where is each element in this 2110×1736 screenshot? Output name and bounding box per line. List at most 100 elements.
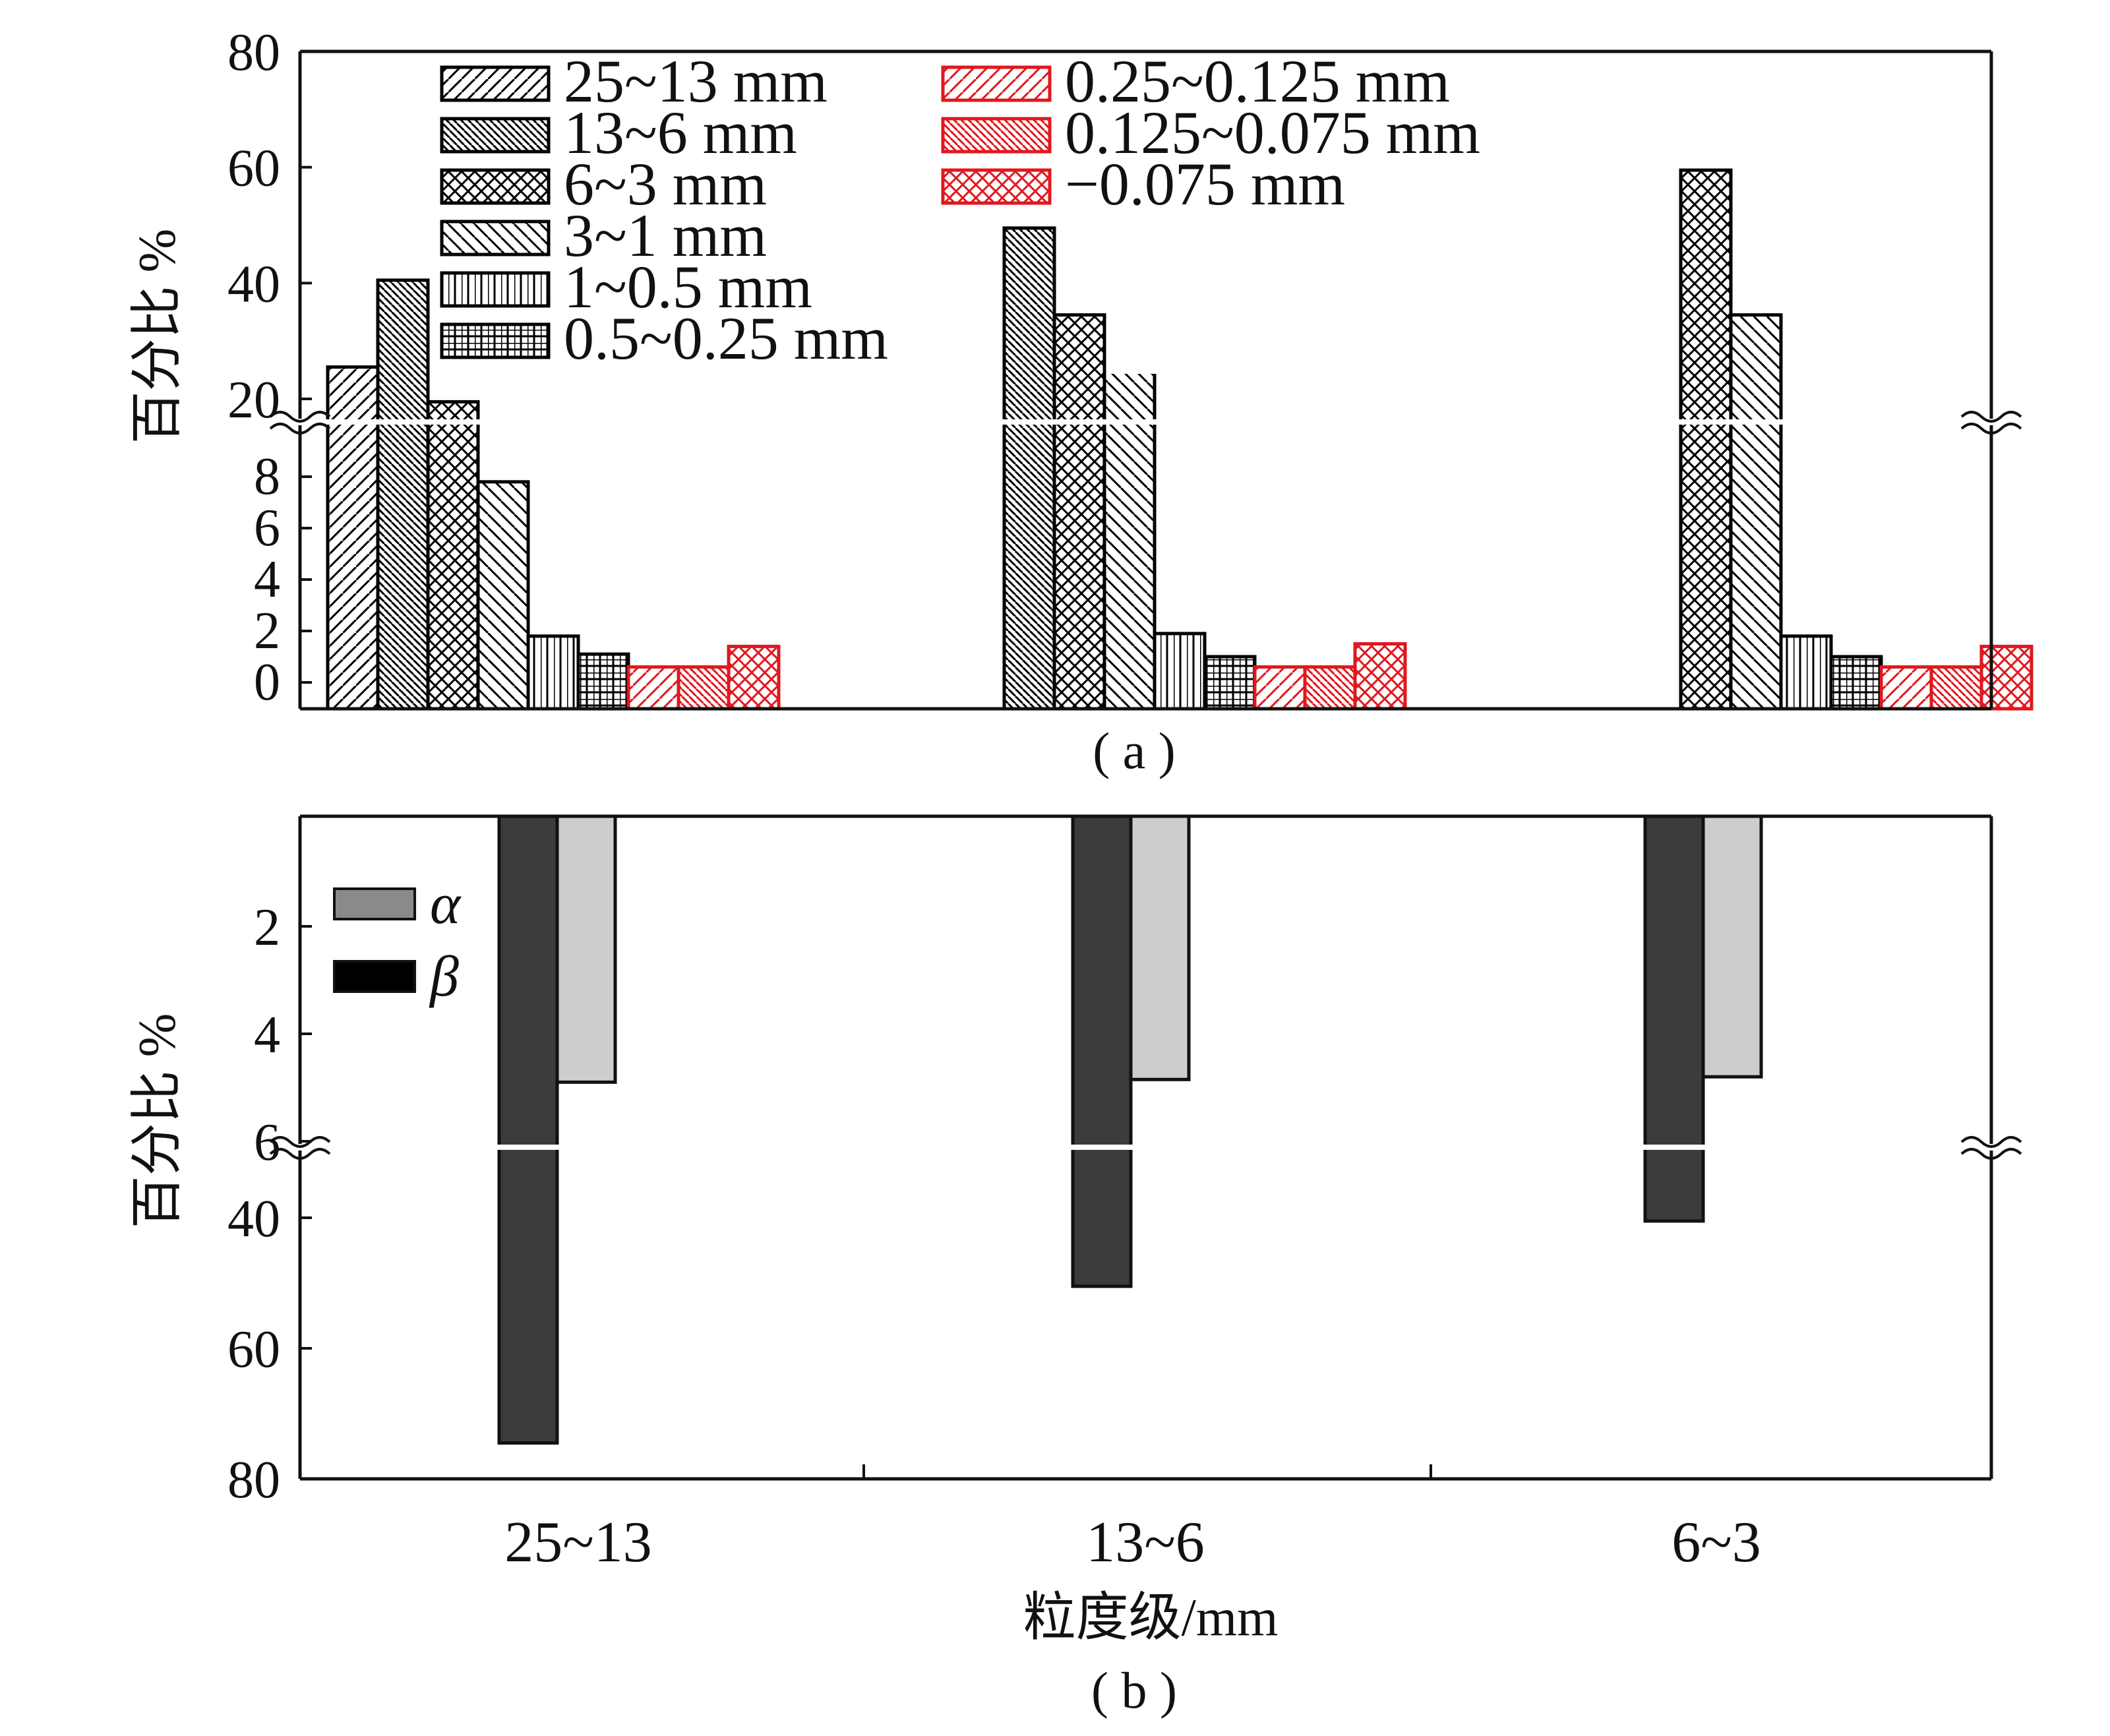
panel-a-legend-item-0-075-mm: −0.075 mm <box>941 150 1345 218</box>
panel-b-x-tick-label-13-6: 13~6 <box>1086 1511 1205 1574</box>
panel-a-tick-label-20: 20 <box>227 371 280 429</box>
panel-b-ticks: 2 4 6 40 60 80 25~13 13~6 6~3 <box>227 899 1761 1574</box>
panel-b-legend: αβ <box>333 872 462 1009</box>
panel-b-x-tick-label-6-3: 6~3 <box>1672 1511 1761 1574</box>
panel-b-group-25-13 <box>497 814 617 1445</box>
panel-a-bar-25-13-3-1-mm <box>476 480 530 711</box>
panel-a-tick-label-2: 2 <box>254 602 280 660</box>
panel-b-legend-swatch <box>333 887 416 920</box>
panel-a-tick-label-60: 60 <box>227 140 280 198</box>
panel-a-bar-6-3-0-5-0-25-mm <box>1829 655 1883 711</box>
panel-b-group-13-6 <box>1071 814 1191 1288</box>
panel-b-legend-swatch <box>333 960 416 993</box>
panel-b-tick-label-6: 6 <box>254 1114 280 1172</box>
panel-a-legend-label: 6~3 mm <box>564 150 767 218</box>
panel-b-bar-25-13-alpha <box>555 814 617 1084</box>
panel-b-bar-13-6-alpha <box>1129 814 1191 1081</box>
panel-a-legend-item-3-1-mm: 3~1 mm <box>440 202 767 269</box>
panel-a-bar-25-13-6-3-mm <box>426 400 480 711</box>
panel-a-legend-label: −0.075 mm <box>1065 150 1345 218</box>
panel-a-group-13-6 <box>1002 226 1407 711</box>
panel-a-y-axis-label: 百分比 % <box>129 229 187 444</box>
panel-a-legend-item-25-13-mm: 25~13 mm <box>440 47 828 115</box>
panel-a-bar-25-13-0-5-0-25-mm <box>576 652 630 711</box>
panel-a-tick-label-8: 8 <box>254 448 280 506</box>
panel-b-x-axis-label: 粒度级/mm <box>1023 1589 1279 1647</box>
panel-a-right-break-symbol <box>1960 411 2022 434</box>
panel-a-legend-item-0-25-0-125-mm: 0.25~0.125 mm <box>941 47 1450 115</box>
panel-a-bar-6-3-0-25-0-125-mm <box>1879 665 1933 711</box>
panel-a-legend-label: 3~1 mm <box>564 202 767 269</box>
panel-a-legend-swatch <box>440 117 551 154</box>
panel-a-legend-swatch <box>941 168 1052 205</box>
panel-b-legend-item-beta: β <box>333 945 459 1009</box>
panel-a-axes <box>269 49 2022 711</box>
panel-a-legend-swatch <box>440 168 551 205</box>
panel-a-tick-label-0: 0 <box>254 653 280 711</box>
panel-b-tick-label-40: 40 <box>227 1190 280 1248</box>
panel-b-tick-label-4: 4 <box>254 1006 280 1064</box>
panel-a-group-25-13 <box>326 278 781 711</box>
panel-a-legend-label: 13~6 mm <box>564 99 797 166</box>
panel-a-left-break-symbol <box>269 411 331 434</box>
panel-a-bar-13-6-0-075-mm <box>1353 642 1407 711</box>
panel-a-bar-25-13-0-125-0-075-mm <box>677 665 731 711</box>
panel-a-legend-swatch <box>941 117 1052 154</box>
panel-a-bar-25-13-0-075-mm <box>727 644 781 711</box>
panel-a-legend-item-6-3-mm: 6~3 mm <box>440 150 767 218</box>
panel-a-bar-13-6-1-0-5-mm <box>1153 632 1207 711</box>
panel-b-x-tick-label-25-13: 25~13 <box>504 1511 652 1574</box>
panel-b-caption: ( b ) <box>1091 1661 1177 1719</box>
panel-a-legend-label: 0.5~0.25 mm <box>564 305 888 372</box>
panel-a-bar-6-3-1-0-5-mm <box>1779 634 1833 711</box>
panel-b-legend-item-alpha: α <box>333 872 462 936</box>
panel-a-group-6-3 <box>1679 168 2034 711</box>
panel-a-legend-swatch <box>440 220 551 256</box>
panel-b-bar-25-13-beta <box>497 814 559 1445</box>
panel-a-tick-label-80: 80 <box>227 24 280 82</box>
panel-a-caption: ( a ) <box>1093 722 1176 779</box>
panel-a-legend-label: 1~0.5 mm <box>564 253 812 320</box>
panel-a-legend-item-0-125-0-075-mm: 0.125~0.075 mm <box>941 99 1480 166</box>
panel-a-legend-label: 0.125~0.075 mm <box>1065 99 1480 166</box>
panel-a-bar-13-6-3-1-mm <box>1102 372 1157 711</box>
panel-b-bar-6-3-beta <box>1643 814 1705 1223</box>
panel-b: 2 4 6 40 60 80 25~13 13~6 6~3 αβ 百分比 % 粒度级/mm ( … <box>129 814 2022 1719</box>
panel-a-bar-25-13-25-13-mm <box>326 365 380 711</box>
panel-b-tick-label-2: 2 <box>254 899 280 957</box>
panel-a-bars <box>260 168 2034 711</box>
panel-b-legend-label: α <box>430 872 462 936</box>
panel-b-tick-label-60: 60 <box>227 1321 280 1379</box>
panel-a-bar-6-3-3-1-mm <box>1729 313 1783 711</box>
panel-a-bar-13-6-13-6-mm <box>1002 226 1056 711</box>
panel-b-group-6-3 <box>1643 814 1763 1223</box>
panel-a-tick-label-6: 6 <box>254 499 280 557</box>
panel-a-legend-swatch <box>440 271 551 308</box>
panel-b-legend-label: β <box>429 945 459 1009</box>
panel-b-left-break-symbol <box>269 1136 331 1160</box>
panel-a-legend-label: 25~13 mm <box>564 47 828 115</box>
panel-a-bar-13-6-0-5-0-25-mm <box>1203 655 1257 711</box>
panel-b-break-band <box>313 1145 1978 1150</box>
panel-b-bar-13-6-beta <box>1071 814 1133 1288</box>
panel-a-legend-item-1-0-5-mm: 1~0.5 mm <box>440 253 812 320</box>
panel-a-bar-13-6-6-3-mm <box>1052 313 1106 711</box>
panel-a-legend-label: 0.25~0.125 mm <box>1065 47 1450 115</box>
panel-b-y-axis-label: 百分比 % <box>129 1013 187 1229</box>
panel-a-break-band <box>260 419 2031 425</box>
panel-b-axes <box>269 814 2022 1481</box>
panel-a-bar-25-13-13-6-mm <box>376 278 430 711</box>
panel-a-bar-25-13-0-25-0-125-mm <box>626 665 680 711</box>
panel-b-tick-label-80: 80 <box>227 1451 280 1509</box>
panel-a-legend-item-13-6-mm: 13~6 mm <box>440 99 797 166</box>
panel-a-bar-13-6-0-25-0-125-mm <box>1253 665 1307 711</box>
panel-a-bar-6-3-6-3-mm <box>1679 168 1733 711</box>
panel-a-legend-swatch <box>941 65 1052 102</box>
panel-a-legend-item-0-5-0-25-mm: 0.5~0.25 mm <box>440 305 888 372</box>
panel-a-legend-swatch <box>440 322 551 359</box>
